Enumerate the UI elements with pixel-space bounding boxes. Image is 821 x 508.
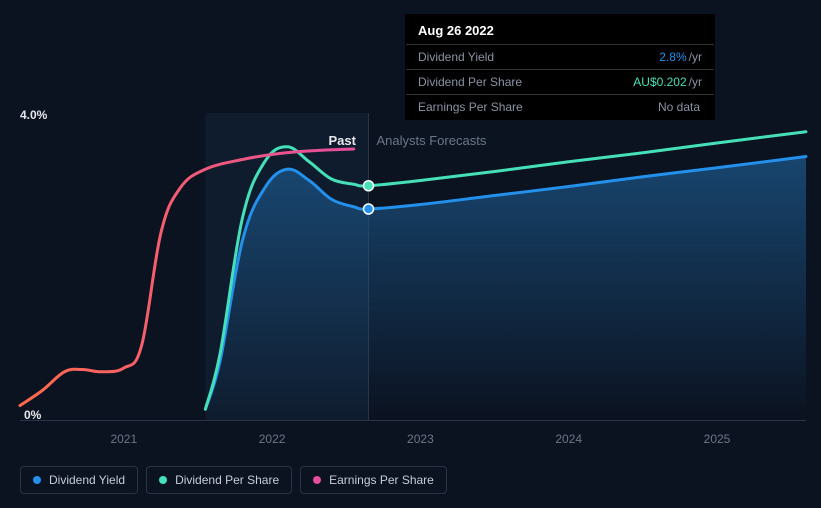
legend-dot-icon — [159, 476, 167, 484]
tooltip-metric-label: Earnings Per Share — [418, 100, 523, 114]
legend-item-dividend-per-share[interactable]: Dividend Per Share — [146, 466, 292, 494]
tooltip-row: Earnings Per Share No data — [406, 94, 714, 119]
dividend-forecast-chart: 4.0% 0% 2021 2022 2023 2024 2025 Past An… — [0, 0, 821, 508]
x-axis-baseline — [20, 420, 806, 421]
legend-dot-icon — [33, 476, 41, 484]
chart-legend: Dividend Yield Dividend Per Share Earnin… — [20, 466, 447, 494]
tooltip-metric-value: 2.8%/yr — [659, 50, 702, 64]
legend-label: Dividend Per Share — [175, 473, 279, 487]
x-tick: 2022 — [259, 432, 286, 446]
tooltip-metric-label: Dividend Yield — [418, 50, 494, 64]
legend-item-dividend-yield[interactable]: Dividend Yield — [20, 466, 138, 494]
tooltip-date: Aug 26 2022 — [406, 23, 714, 44]
legend-item-earnings-per-share[interactable]: Earnings Per Share — [300, 466, 447, 494]
chart-tooltip: Aug 26 2022 Dividend Yield 2.8%/yr Divid… — [405, 14, 715, 120]
x-tick: 2023 — [407, 432, 434, 446]
x-tick: 2024 — [555, 432, 582, 446]
tooltip-metric-label: Dividend Per Share — [418, 75, 522, 89]
forecast-region-label: Analysts Forecasts — [377, 133, 487, 148]
tooltip-row: Dividend Yield 2.8%/yr — [406, 44, 714, 69]
tooltip-metric-value: AU$0.202/yr — [633, 75, 702, 89]
tooltip-row: Dividend Per Share AU$0.202/yr — [406, 69, 714, 94]
tooltip-metric-value: No data — [658, 100, 702, 114]
legend-label: Dividend Yield — [49, 473, 125, 487]
legend-label: Earnings Per Share — [329, 473, 434, 487]
past-region-label: Past — [329, 133, 356, 148]
x-tick: 2021 — [110, 432, 137, 446]
legend-dot-icon — [313, 476, 321, 484]
x-tick: 2025 — [704, 432, 731, 446]
